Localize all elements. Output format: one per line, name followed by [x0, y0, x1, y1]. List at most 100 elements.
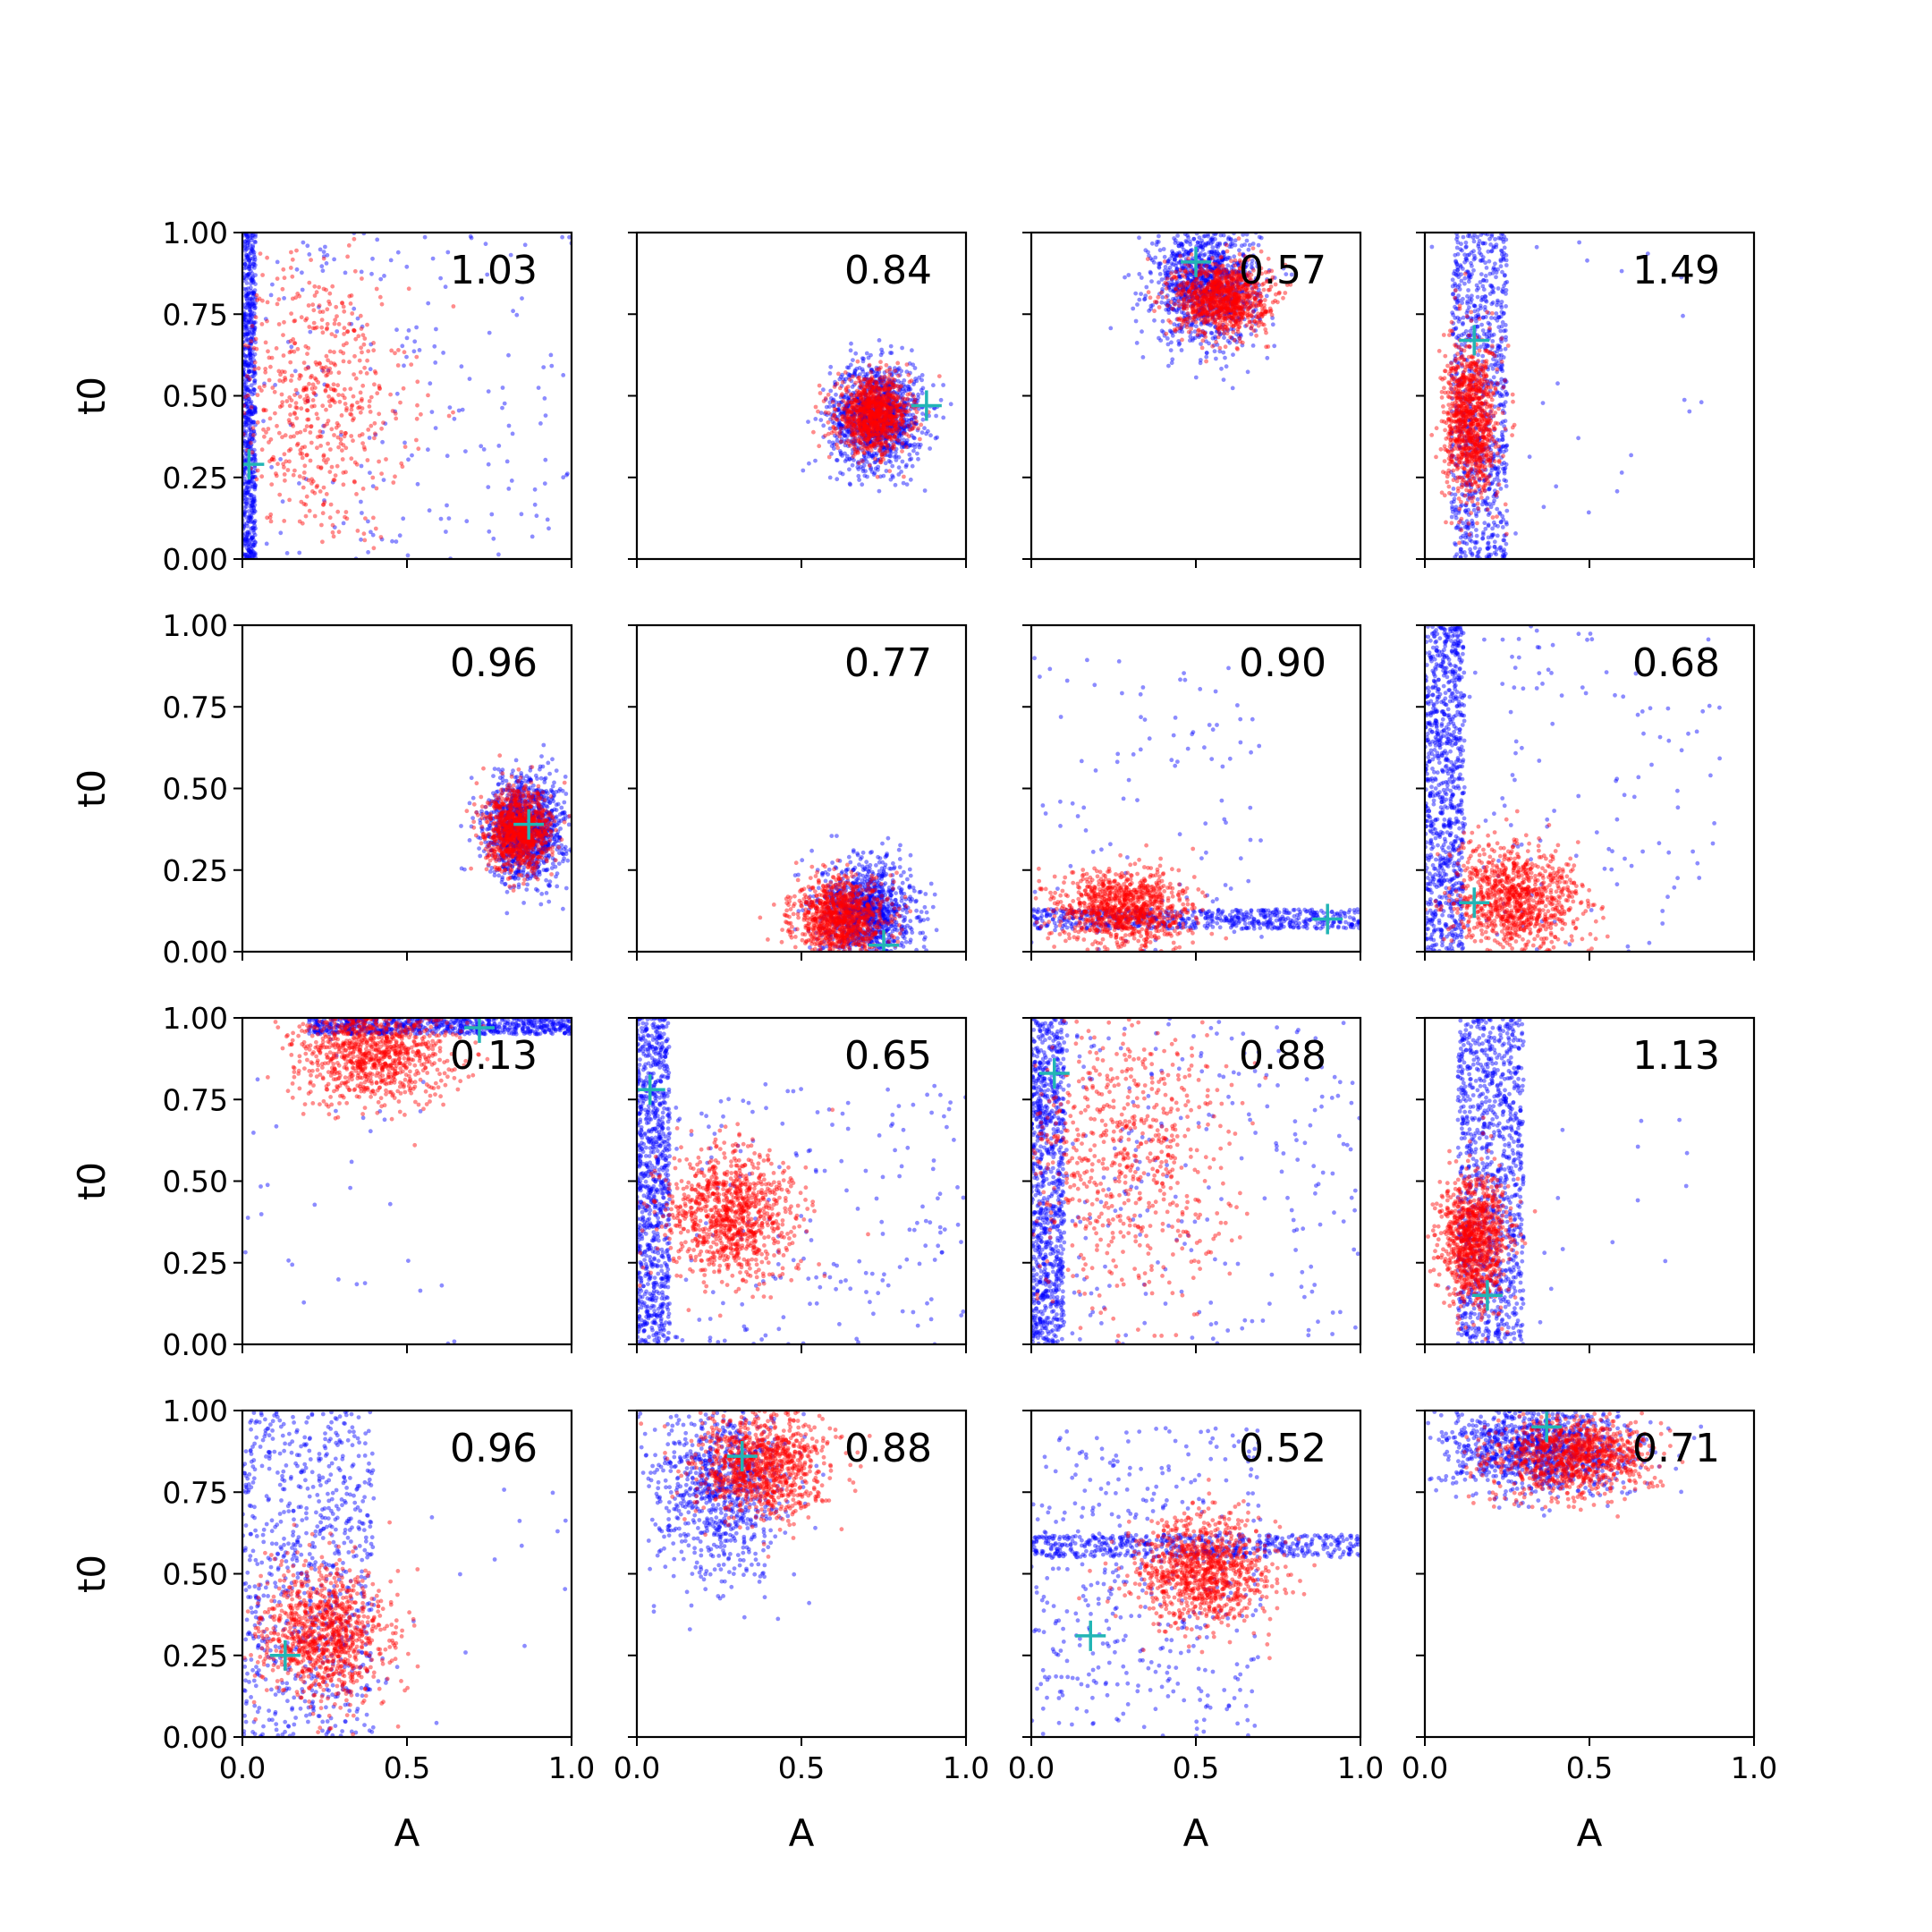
blue-point	[249, 383, 254, 388]
blue-point	[848, 419, 853, 425]
blue-point	[252, 532, 258, 538]
blue-point	[873, 380, 877, 386]
red-point	[853, 397, 858, 402]
red-point	[286, 448, 292, 453]
blue-point	[855, 430, 860, 436]
red-point	[865, 377, 870, 382]
blue-point	[863, 372, 869, 377]
blue-point	[873, 379, 877, 384]
red-point	[871, 386, 876, 390]
red-point	[826, 411, 831, 416]
blue-point	[251, 456, 257, 461]
blue-point	[882, 415, 887, 420]
red-point	[869, 398, 874, 403]
blue-point	[250, 434, 255, 438]
blue-point	[849, 422, 854, 428]
blue-point	[890, 410, 895, 414]
red-point	[309, 373, 314, 378]
blue-point	[1204, 351, 1209, 355]
blue-point	[1152, 318, 1157, 323]
red-point	[267, 515, 273, 520]
blue-point	[870, 419, 875, 425]
blue-point	[860, 459, 866, 464]
blue-point	[890, 419, 894, 424]
blue-point	[836, 408, 841, 413]
red-point	[871, 424, 877, 429]
blue-point	[910, 397, 915, 402]
red-point	[865, 411, 870, 417]
blue-point	[242, 346, 248, 352]
blue-point	[847, 457, 852, 462]
red-point	[389, 348, 394, 353]
red-point	[867, 410, 872, 414]
red-point	[310, 326, 316, 331]
red-point	[880, 425, 886, 430]
red-point	[297, 373, 302, 377]
blue-point	[248, 242, 252, 248]
red-point	[882, 411, 887, 416]
red-point	[873, 395, 878, 400]
red-point	[904, 362, 910, 367]
red-point	[885, 380, 890, 386]
blue-point	[896, 427, 902, 432]
blue-point	[460, 407, 465, 412]
red-point	[869, 388, 874, 394]
red-point	[377, 384, 382, 388]
red-point	[893, 414, 897, 419]
blue-point	[835, 477, 840, 482]
red-point	[374, 286, 379, 292]
red-point	[451, 410, 455, 415]
red-point	[369, 394, 374, 400]
blue-point	[896, 472, 902, 477]
blue-point	[251, 250, 257, 255]
red-point	[309, 386, 315, 391]
blue-point	[869, 432, 875, 437]
red-point	[874, 415, 878, 420]
red-point	[298, 451, 303, 456]
blue-point	[875, 429, 880, 434]
blue-point	[876, 395, 880, 401]
red-point	[894, 414, 899, 419]
red-point	[878, 401, 884, 406]
red-point	[885, 390, 890, 395]
red-point	[863, 385, 868, 389]
red-point	[884, 404, 888, 409]
red-point	[893, 414, 897, 419]
blue-point	[1170, 249, 1174, 254]
blue-point	[868, 420, 872, 426]
blue-point	[380, 439, 385, 445]
red-point	[867, 409, 872, 414]
blue-point	[1244, 238, 1250, 243]
red-point	[359, 398, 364, 403]
blue-point	[902, 444, 907, 449]
red-point	[872, 411, 877, 417]
blue-point	[902, 400, 907, 404]
blue-point	[1149, 241, 1155, 246]
blue-point	[1201, 275, 1206, 280]
blue-point	[250, 436, 255, 441]
blue-point	[865, 428, 869, 433]
blue-point	[1177, 274, 1182, 279]
red-point	[888, 435, 893, 439]
blue-point	[320, 429, 326, 435]
red-point	[866, 429, 871, 435]
red-point	[318, 434, 324, 439]
blue-point	[864, 397, 869, 402]
blue-point	[894, 421, 898, 427]
blue-point	[250, 336, 256, 341]
red-point	[883, 405, 887, 410]
blue-point	[1166, 310, 1172, 316]
blue-point	[854, 396, 860, 402]
blue-point	[886, 412, 892, 417]
red-point	[879, 442, 884, 446]
blue-point	[899, 412, 904, 418]
blue-point	[854, 409, 859, 413]
blue-point	[245, 302, 250, 307]
blue-point	[370, 256, 375, 261]
blue-point	[842, 409, 847, 413]
red-point	[289, 378, 293, 383]
blue-point	[893, 404, 898, 409]
red-point	[343, 445, 349, 451]
red-point	[859, 428, 864, 433]
blue-point	[245, 345, 250, 351]
